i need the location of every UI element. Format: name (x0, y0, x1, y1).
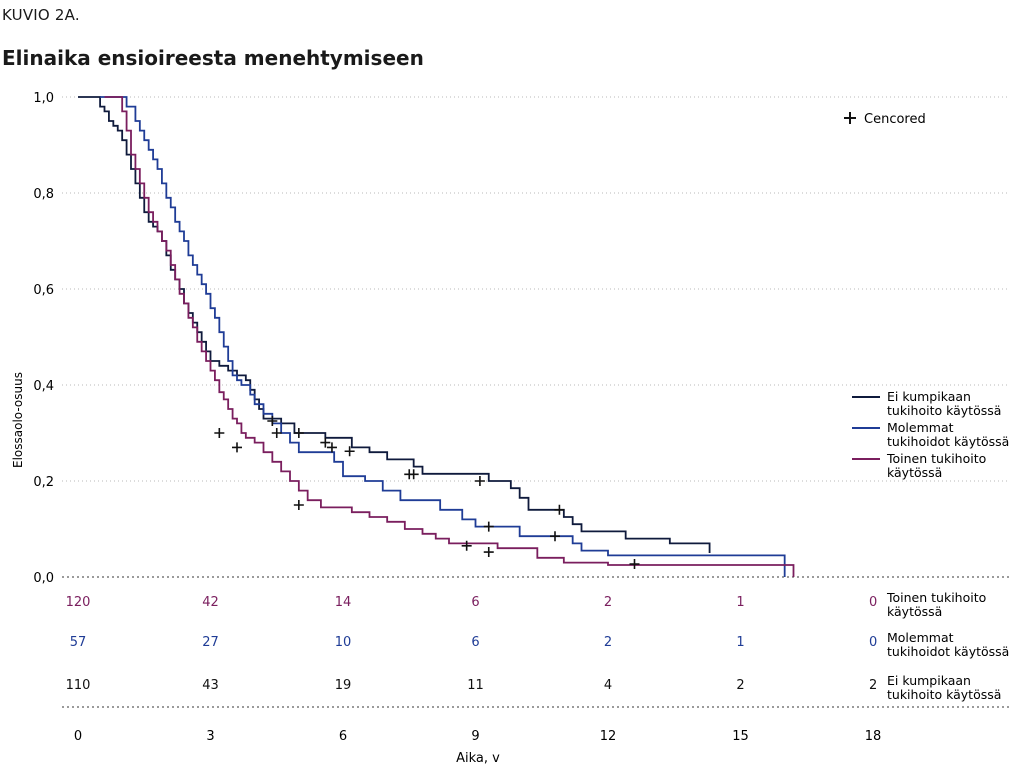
censor-legend: Cencored (844, 112, 926, 127)
risk-count-toi: 1 (736, 595, 744, 610)
risk-label-ei-2: tukihoito käytössä (887, 687, 1001, 702)
censor-mark (461, 540, 472, 551)
risk-count-ei: 4 (604, 678, 612, 693)
risk-label-toi: Toinen tukihoito (886, 590, 986, 605)
figure-kicker: KUVIO 2A. (2, 6, 80, 24)
censor-mark (326, 442, 337, 453)
risk-count-mol: 1 (736, 635, 744, 650)
y-tick-label: 1,0 (33, 91, 54, 106)
series-line-ei (78, 96, 711, 553)
x-tick-label: 9 (471, 729, 479, 744)
risk-count-mol: 57 (70, 635, 87, 650)
chart-title: Elinaika ensioireesta menehtymiseen (2, 46, 424, 70)
risk-label-mol-2: tukihoidot käytössä (887, 644, 1009, 659)
risk-count-toi: 0 (869, 595, 877, 610)
risk-count-ei: 43 (202, 678, 219, 693)
x-tick-label: 0 (74, 729, 82, 744)
x-axis-label: Aika, v (456, 751, 500, 766)
censor-legend-label: Cencored (864, 112, 926, 127)
risk-count-toi: 2 (604, 595, 612, 610)
risk-count-mol: 27 (202, 635, 219, 650)
x-tick-label: 6 (339, 729, 347, 744)
censor-mark (293, 428, 304, 438)
censor-mark (267, 416, 278, 426)
y-tick-label: 0,8 (33, 187, 54, 202)
y-axis-ticks: 0,0 0,2 0,4 0,6 0,8 1,0 (33, 91, 54, 586)
censor-mark (232, 442, 242, 453)
risk-count-ei: 11 (467, 678, 484, 693)
x-tick-label: 12 (600, 729, 617, 744)
risk-count-ei: 2 (869, 678, 877, 693)
censor-mark (271, 428, 282, 438)
risk-label-ei: Ei kumpikaan (887, 673, 971, 688)
survival-series (78, 96, 795, 577)
legend-label-ei-2: tukihoito käytössä (887, 403, 1001, 418)
x-axis-ticks: 0 3 6 9 12 15 18 (74, 729, 881, 744)
gridlines (62, 96, 1010, 578)
censor-mark (629, 559, 640, 570)
y-tick-label: 0,6 (33, 283, 54, 298)
censor-mark (214, 428, 225, 438)
x-tick-label: 3 (206, 729, 214, 744)
risk-count-mol: 2 (604, 635, 612, 650)
censor-mark (483, 521, 494, 532)
risk-count-ei: 110 (66, 678, 91, 693)
censor-mark (483, 547, 494, 558)
series-line-toi (104, 96, 795, 577)
risk-count-toi: 120 (66, 595, 91, 610)
censor-mark (320, 437, 331, 448)
y-axis-label: Elossaolo-osuus (11, 372, 25, 468)
risk-count-mol: 6 (471, 635, 479, 650)
risk-count-mol: 10 (335, 635, 352, 650)
legend-label-mol-2: tukihoidot käytössä (887, 434, 1009, 449)
y-tick-label: 0,2 (33, 475, 54, 490)
y-tick-label: 0,0 (33, 571, 54, 586)
x-tick-label: 15 (732, 729, 749, 744)
risk-label-mol: Molemmat (887, 630, 954, 645)
censor-mark (550, 531, 560, 542)
risk-label-toi-2: käytössä (887, 604, 942, 619)
censor-mark (293, 500, 304, 510)
risk-count-toi: 6 (471, 595, 479, 610)
legend-label-toi-2: käytössä (887, 465, 942, 480)
risk-count-mol: 0 (869, 635, 877, 650)
y-tick-label: 0,4 (33, 379, 54, 394)
legend-label-mol: Molemmat (887, 420, 954, 435)
censor-mark (408, 469, 419, 480)
risk-count-ei: 19 (335, 678, 352, 693)
x-tick-label: 18 (865, 729, 882, 744)
legend-label-toi: Toinen tukihoito (886, 451, 986, 466)
legend-label-ei: Ei kumpikaan (887, 389, 971, 404)
series-line-mol (100, 96, 786, 577)
censor-mark (344, 446, 355, 457)
censor-mark (554, 504, 565, 515)
risk-count-toi: 42 (202, 595, 219, 610)
censor-mark (474, 476, 485, 486)
risk-count-ei: 2 (736, 678, 744, 693)
risk-count-toi: 14 (335, 595, 352, 610)
censor-marks (214, 416, 640, 570)
